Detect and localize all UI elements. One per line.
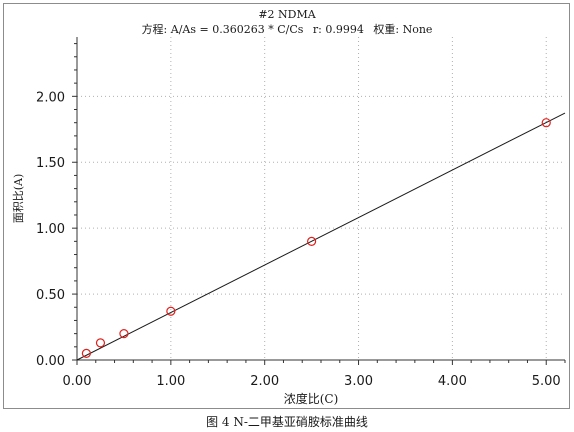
r-value: 0.9994 xyxy=(325,23,364,36)
x-tick-label: 5.00 xyxy=(532,374,561,389)
chart-equation: 方程: A/As = 0.360263 * C/Cs r: 0.9994 权重:… xyxy=(0,21,574,37)
y-tick-label: 2.00 xyxy=(36,90,65,105)
y-tick-label: 1.00 xyxy=(36,222,65,237)
y-tick-label: 0.00 xyxy=(36,354,65,369)
data-point xyxy=(166,306,176,316)
axis-layer xyxy=(76,37,565,361)
equation-formula: A/As = 0.360263 * C/Cs xyxy=(170,23,304,36)
x-axis-label: 浓度比(C) xyxy=(284,391,339,406)
y-tick-label: 1.50 xyxy=(36,156,65,171)
data-point xyxy=(119,329,129,339)
x-tick-label: 4.00 xyxy=(438,374,467,389)
data-point xyxy=(81,348,91,359)
r-label: r: xyxy=(312,23,322,36)
data-point xyxy=(95,338,106,348)
chart-container xyxy=(3,3,570,409)
fit-line xyxy=(76,112,566,361)
x-tick-label: 2.00 xyxy=(250,374,279,389)
chart-title: #2 NDMA xyxy=(258,8,316,21)
weight-label: 权重: xyxy=(373,23,400,36)
x-tick-label: 1.00 xyxy=(156,374,185,389)
grid-layer xyxy=(77,37,565,360)
points-layer xyxy=(81,118,551,359)
weight-value: None xyxy=(402,23,433,36)
fit-line-layer xyxy=(76,112,566,361)
equation-label: 方程: xyxy=(141,23,168,36)
data-point xyxy=(307,236,317,246)
tick-layer: 0.00 1.00 2.00 3.00 4.00 5.00 0.00 0.50 1.00 1.50… xyxy=(36,43,566,389)
y-tick-label: 0.50 xyxy=(36,288,65,303)
y-axis-label: 面积比(A) xyxy=(12,174,25,224)
x-tick-label: 3.00 xyxy=(344,374,373,389)
data-point xyxy=(541,118,551,128)
x-tick-label: 0.00 xyxy=(63,374,92,389)
figure-caption: 图 4 N-二甲基亚硝胺标准曲线 xyxy=(206,415,368,429)
